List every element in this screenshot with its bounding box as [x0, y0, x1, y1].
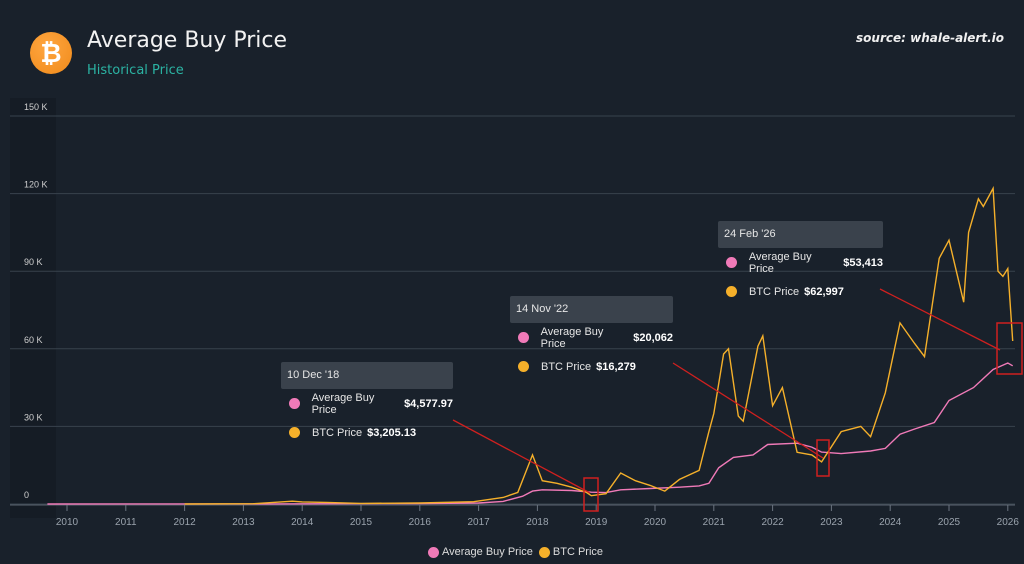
y-tick-label: 90 K: [24, 257, 43, 267]
avg-buy-dot-icon: [726, 257, 737, 268]
x-tick-label: 2023: [820, 517, 843, 528]
x-tick-label: 2021: [703, 517, 726, 528]
tooltip-2022: 14 Nov '22 Average Buy Price $20,062 BTC …: [510, 296, 673, 381]
avg-buy-dot-icon: [428, 546, 439, 558]
btc-dot-icon: [726, 286, 737, 297]
annotation-pointer-line: [452, 419, 591, 494]
x-tick-label: 2022: [761, 517, 784, 528]
x-tick-label: 2014: [291, 517, 314, 528]
source-label: source: whale-alert.io: [856, 31, 1004, 45]
x-tick-label: 2017: [467, 517, 490, 528]
legend-btc[interactable]: BTC Price: [538, 546, 604, 558]
btc-dot-icon: [538, 546, 550, 558]
tooltip-avg-label: Average Buy Price: [540, 325, 604, 350]
btc-dot-icon: [289, 427, 300, 438]
tooltip-btc-label: BTC Price: [312, 426, 363, 439]
tooltip-avg-label: Average Buy Price: [748, 250, 812, 275]
y-tick-label: 60 K: [24, 335, 43, 345]
series-line-btc-price: [184, 185, 1014, 505]
tooltip-avg-value: $20,062: [633, 331, 673, 344]
tooltip-avg-label: Average Buy Price: [311, 391, 375, 416]
series-line-average-buy-price: [47, 362, 1014, 505]
tooltip-avg-value: $4,577.97: [404, 397, 453, 410]
x-tick-label: 2016: [409, 517, 432, 528]
x-tick-label: 2013: [232, 517, 255, 528]
highlight-box: [583, 477, 599, 512]
tooltip-date: 14 Nov '22: [510, 296, 673, 323]
avg-buy-dot-icon: [289, 398, 300, 409]
tooltip-date: 10 Dec '18: [281, 362, 453, 389]
tooltip-2018: 10 Dec '18 Average Buy Price $4,577.97 BT…: [281, 362, 453, 447]
x-tick-label: 2026: [997, 517, 1020, 528]
annotation-pointer-line: [672, 362, 824, 459]
legend-label: BTC Price: [552, 546, 604, 558]
y-tick-label: 0: [24, 490, 29, 500]
x-tick-label: 2025: [938, 517, 961, 528]
x-tick-label: 2015: [350, 517, 373, 528]
y-tick-label: 30 K: [24, 412, 43, 422]
y-axis-panel: [10, 98, 56, 518]
chart-title: Average Buy Price: [87, 28, 288, 53]
legend-label: Average Buy Price: [442, 546, 533, 558]
tooltip-avg-value: $53,413: [843, 256, 883, 269]
x-tick-label: 2018: [526, 517, 549, 528]
x-tick-label: 2024: [879, 517, 902, 528]
x-tick-label: 2011: [115, 517, 137, 528]
x-tick-label: 2020: [644, 517, 667, 528]
btc-dot-icon: [518, 361, 529, 372]
tooltip-btc-value: $3,205.13: [367, 426, 417, 439]
chart-subtitle: Historical Price: [87, 63, 184, 78]
x-tick-label: 2012: [173, 517, 196, 528]
y-tick-label: 150 K: [24, 102, 48, 112]
annotation-pointer-line: [879, 288, 1001, 351]
y-tick-label: 120 K: [24, 180, 48, 190]
highlight-box: [816, 439, 830, 477]
tooltip-2026: 24 Feb '26 Average Buy Price $53,413 BTC …: [718, 221, 883, 306]
avg-buy-dot-icon: [518, 332, 529, 343]
tooltip-btc-value: $62,997: [804, 285, 844, 298]
legend-avg-buy[interactable]: Average Buy Price: [428, 546, 533, 558]
tooltip-btc-label: BTC Price: [541, 360, 592, 373]
bitcoin-logo-icon: ₿: [30, 32, 72, 74]
legend: Average Buy Price BTC Price: [428, 546, 607, 558]
tooltip-btc-value: $16,279: [596, 360, 636, 373]
x-tick-label: 2019: [585, 517, 608, 528]
x-tick-label: 2010: [56, 517, 79, 528]
tooltip-btc-label: BTC Price: [749, 285, 800, 298]
tooltip-date: 24 Feb '26: [718, 221, 883, 248]
